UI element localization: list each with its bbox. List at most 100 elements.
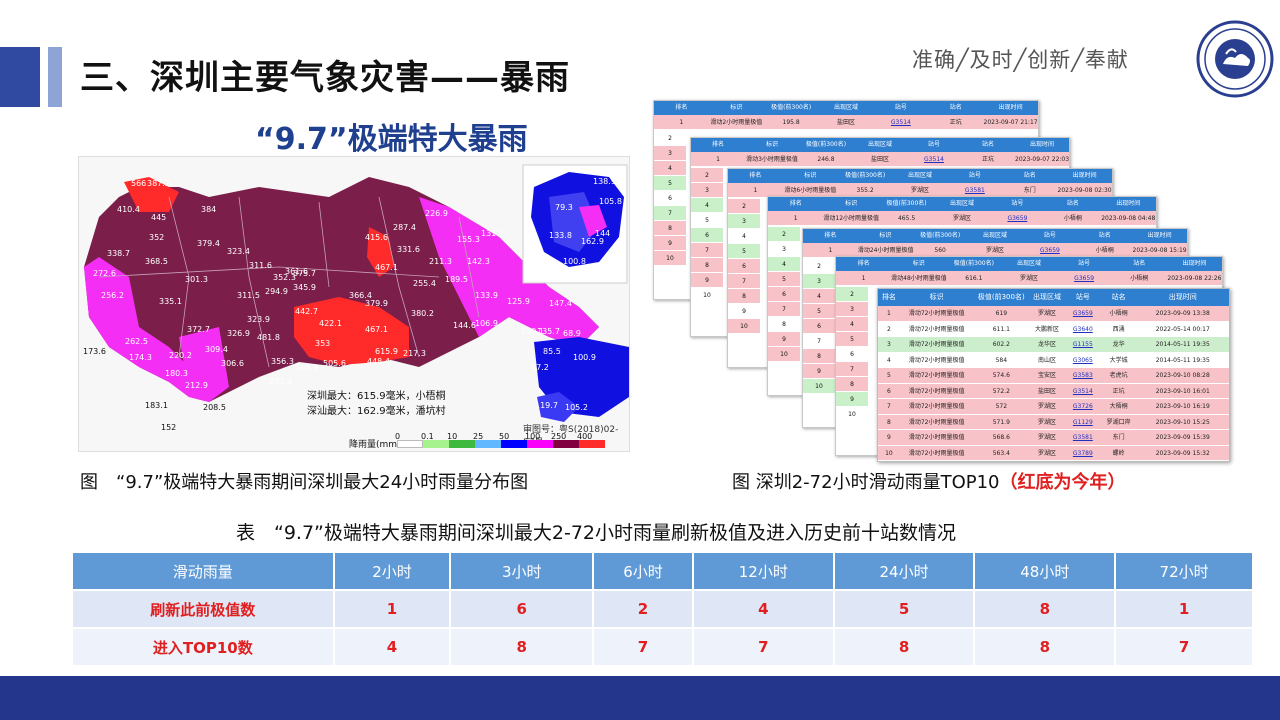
map-value-label: 162.9	[581, 237, 604, 246]
front-table-cell: G3514	[1072, 387, 1093, 395]
rank-cell: 3	[691, 183, 723, 198]
meteorological-logo-icon	[1196, 20, 1274, 98]
sheet-cell: 2023-09-07 21:17	[983, 119, 1038, 126]
front-table-cell: 罗湖区	[1038, 434, 1057, 441]
rank-cell: 3	[803, 274, 835, 289]
sheet-header-cell: 排名	[711, 141, 724, 148]
legend-swatch	[553, 440, 579, 448]
map-value-label: 152	[161, 423, 177, 432]
sheet-header-cell: 站号	[1043, 232, 1056, 239]
front-table-cell: 龙华	[1112, 341, 1125, 348]
front-table-cell: 罗湖区	[1038, 310, 1057, 317]
map-value-label: 100.9	[573, 353, 596, 362]
sheet-header-cell: 站名	[981, 141, 994, 148]
sheet-cell: G3581	[964, 187, 985, 194]
rank-cell: 4	[728, 229, 760, 244]
front-table-cell: 罗湖区	[1038, 403, 1057, 410]
sheet-header-cell: 站号	[1011, 200, 1024, 207]
sheet-header-cell: 站名	[949, 104, 962, 111]
rank-cell: 9	[691, 273, 723, 288]
front-table-cell: 4	[887, 356, 891, 364]
front-table-cell: 584	[995, 356, 1008, 364]
stats-value-cell: 7	[691, 627, 835, 667]
map-value-label: 448.4	[367, 357, 390, 366]
map-value-label: 217.3	[403, 349, 426, 358]
front-table-row: 8 滑动72小时雨量极值 571.9 罗湖区 G1129 罗湖口岸 2023-09-10 1…	[878, 414, 1229, 430]
sheet-cell: 1	[679, 119, 684, 126]
front-table-row: 4 滑动72小时雨量极值 584 南山区 G3065 大学城 2014-05-11 19:3…	[878, 352, 1229, 368]
map-value-label: 379.4	[197, 239, 220, 248]
sheet-header-cell: 站号	[927, 141, 940, 148]
legend-tick-label: 50	[499, 432, 510, 441]
front-table-cell: 571.9	[992, 418, 1010, 426]
map-value-label: 211.3	[429, 257, 452, 266]
map-value-label: 442.7	[295, 307, 318, 316]
front-table-cell: 2023-09-09 15:32	[1155, 449, 1210, 457]
page-title: 三、深圳主要气象灾害——暴雨	[80, 58, 570, 98]
sheet-rank-column: 2 3 4 5 6 7 8 9 10	[836, 287, 868, 422]
sheet-cell: 195.8	[782, 119, 800, 126]
stats-header-cell: 3小时	[449, 551, 595, 591]
rank-cell: 9	[728, 304, 760, 319]
rank-cell: 5	[803, 304, 835, 319]
sheet-cell: 滑动3小时雨量极值	[746, 156, 798, 163]
sheet-cell: 小梧桐	[1063, 215, 1082, 222]
map-value-label: 379.9	[365, 299, 388, 308]
stats-table: 滑动雨量 2小时 3小时 6小时 12小时 24小时 48小时 72小时 刷新此前极值数 1 6 2…	[71, 551, 1254, 667]
rank-cell: 8	[728, 289, 760, 304]
front-table-cell: 滑动72小时雨量极值	[908, 356, 965, 364]
rank-cell: 5	[654, 176, 686, 191]
sheet-header: 排名 标识 极值(前300名) 出现区域 站号 站名 出现时间	[803, 229, 1187, 243]
map-value-label: 85.5	[543, 347, 561, 356]
map-value-label: 106.9	[475, 319, 498, 328]
map-value-label: 133.8	[549, 231, 572, 240]
sheet-header-cell: 排名	[749, 172, 762, 179]
sheet-rank-column: 2 3 4 5 6 7 8 9 10	[768, 227, 800, 362]
legend-swatch	[579, 440, 605, 448]
map-value-label: 338.7	[107, 249, 130, 258]
front-table-cell: 滑动72小时雨量极值	[908, 449, 965, 457]
sheet-header: 排名 标识 极值(前300名) 出现区域 站号 站名 出现时间	[654, 101, 1038, 115]
sheet-row: 1 滑动3小时雨量极值 246.8 盐田区 G3514 正坑 2023-09-07 22:0…	[691, 152, 1069, 167]
stats-value-cell: 4	[691, 589, 835, 629]
front-table-cell: 南山区	[1038, 356, 1057, 364]
sheet-header-cell: 站号	[894, 104, 907, 111]
top10-table-72h: 排名 标识 极值(前300名) 出现区域 站号 站名 出现时间 1 滑动72小时雨量极值 619…	[877, 288, 1230, 462]
stats-value-cell: 6	[449, 589, 595, 629]
front-table-cell: 滑动72小时雨量极值	[908, 341, 965, 348]
sheet-header-cell: 极值(前300名)	[953, 260, 994, 267]
legend-swatch	[527, 440, 553, 448]
front-header-cell: 出现区域	[1033, 293, 1062, 301]
rank-cell: 10	[728, 319, 760, 334]
front-table-row: 9 滑动72小时雨量极值 568.6 罗湖区 G3581 东门 2023-09-09 15:…	[878, 430, 1229, 446]
map-value-label: 142.3	[467, 257, 490, 266]
stats-value-cell: 8	[973, 589, 1117, 629]
sheet-header-cell: 出现时间	[1072, 172, 1097, 179]
map-value-label: 147.4	[549, 299, 572, 308]
sheet-cell: 正坑	[981, 156, 994, 163]
map-value-label: 79.3	[555, 203, 573, 212]
sheet-cell: 盐田区	[837, 119, 856, 126]
map-value-label: 183.1	[145, 401, 168, 410]
sheet-header-cell: 出现时间	[998, 104, 1023, 111]
sheet-rank-column: 2 3 4 5 6 7 8 9 10	[728, 199, 760, 334]
sheet-cell: 560	[934, 247, 946, 254]
rank-cell: 3	[654, 146, 686, 161]
front-table-cell: G3726	[1072, 403, 1093, 410]
map-value-label: 138.9	[593, 177, 616, 186]
front-table-cell: 滑动72小时雨量极值	[908, 403, 965, 410]
stats-header-cell: 2小时	[332, 551, 452, 591]
map-value-label: 131.1	[481, 229, 504, 238]
front-table-cell: 572.2	[992, 387, 1010, 395]
map-value-label: 174.3	[129, 353, 152, 362]
rank-cell: 10	[654, 251, 686, 266]
front-header-cell: 站名	[1111, 293, 1126, 301]
map-value-label: 375.7	[293, 269, 316, 278]
stats-value-cell: 8	[832, 627, 976, 667]
front-table-cell: 2023-09-10 16:19	[1155, 403, 1210, 410]
map-value-label: 311.5	[237, 291, 260, 300]
map-value-label: 445	[151, 213, 167, 222]
rank-cell: 9	[654, 236, 686, 251]
map-value-label: 366.4	[349, 291, 372, 300]
map-value-label: 352.3	[273, 273, 296, 282]
